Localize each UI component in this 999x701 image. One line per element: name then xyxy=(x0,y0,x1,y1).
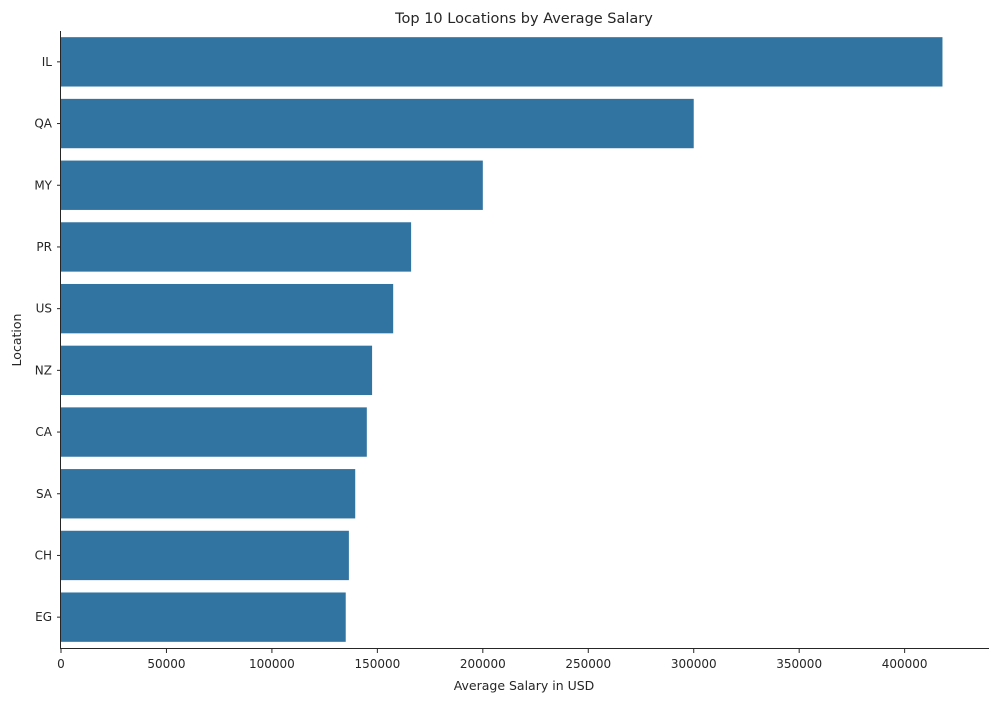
y-axis-label: Location xyxy=(9,314,24,367)
y-tick-label-my: MY xyxy=(34,178,52,192)
bar-sa xyxy=(61,469,356,519)
bar-eg xyxy=(61,592,346,642)
y-tick-label-il: IL xyxy=(42,55,53,69)
bar-ch xyxy=(61,530,349,581)
bar-il xyxy=(61,37,943,87)
bars-group xyxy=(61,37,943,642)
x-tick-label-50000: 50000 xyxy=(147,657,185,671)
x-tick-label-250000: 250000 xyxy=(565,657,611,671)
bar-my xyxy=(61,160,483,210)
y-tick-label-eg: EG xyxy=(35,610,52,624)
bar-pr xyxy=(61,222,412,272)
y-tick-label-ca: CA xyxy=(35,425,52,439)
y-axis-ticks: IL QA MY PR US NZ CA SA CH EG xyxy=(34,55,61,624)
y-tick-label-ch: CH xyxy=(35,548,52,562)
y-tick-label-nz: NZ xyxy=(35,363,52,377)
x-axis-ticks: 0 50000 100000 150000 200000 250000 300000 3500… xyxy=(57,648,928,671)
chart-title: Top 10 Locations by Average Salary xyxy=(394,11,653,27)
bar-qa xyxy=(61,98,694,149)
x-tick-label-400000: 400000 xyxy=(882,657,928,671)
x-tick-label-0: 0 xyxy=(57,657,65,671)
x-tick-label-300000: 300000 xyxy=(671,657,717,671)
x-tick-label-150000: 150000 xyxy=(354,657,400,671)
y-tick-label-qa: QA xyxy=(34,117,52,131)
y-tick-label-us: US xyxy=(36,302,52,316)
bar-ca xyxy=(61,407,367,457)
bar-nz xyxy=(61,345,373,396)
x-tick-label-200000: 200000 xyxy=(460,657,506,671)
y-tick-label-sa: SA xyxy=(36,487,53,501)
x-tick-label-350000: 350000 xyxy=(776,657,822,671)
y-tick-label-pr: PR xyxy=(36,240,52,254)
bar-us xyxy=(61,283,394,334)
x-tick-label-100000: 100000 xyxy=(249,657,295,671)
x-axis-label: Average Salary in USD xyxy=(454,678,595,693)
